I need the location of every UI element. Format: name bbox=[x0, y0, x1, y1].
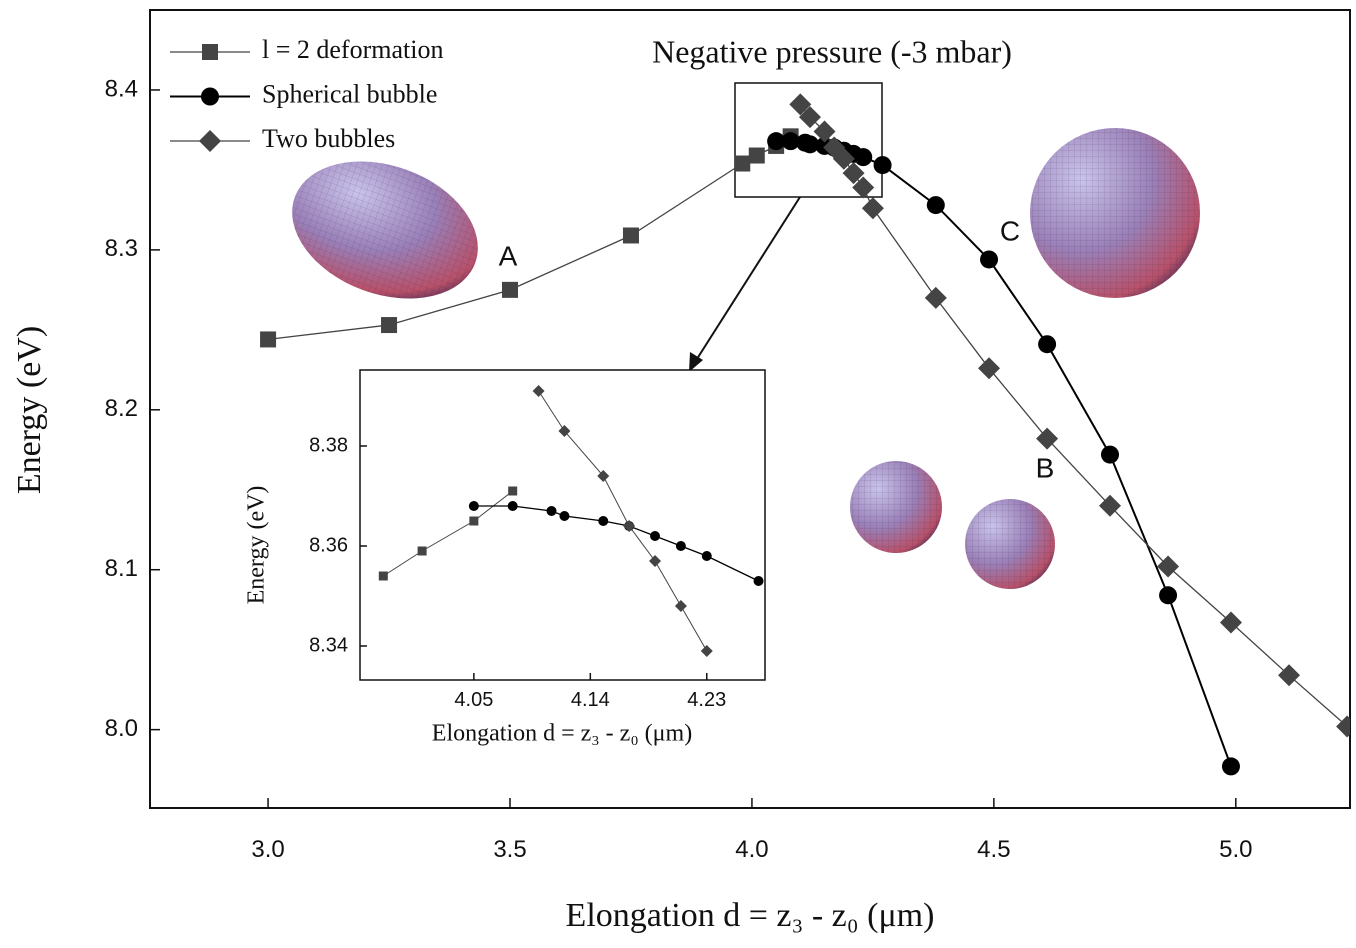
square-marker bbox=[260, 331, 277, 348]
legend-marker bbox=[199, 130, 221, 152]
diamond-marker bbox=[861, 197, 884, 220]
arrow-head bbox=[689, 352, 703, 372]
circle-marker bbox=[468, 501, 479, 511]
legend-label: Spherical bubble bbox=[262, 79, 437, 108]
inset-y-axis-label: Energy (eV) bbox=[244, 486, 270, 605]
x-tick-label: 4.14 bbox=[571, 689, 610, 711]
y-tick-label: 8.38 bbox=[309, 434, 348, 456]
circle-marker bbox=[854, 148, 873, 167]
series-line bbox=[799, 104, 1348, 727]
circle-marker bbox=[781, 132, 800, 151]
annotation: B bbox=[1036, 452, 1055, 483]
diamond-marker bbox=[558, 425, 571, 437]
square-marker bbox=[502, 281, 518, 298]
circle-marker bbox=[801, 135, 819, 154]
circle-marker bbox=[1038, 335, 1057, 354]
diamond-marker bbox=[623, 520, 636, 532]
inset-x-axis-label: Elongation d = z₃ - z₀ (μm) bbox=[432, 721, 692, 747]
circle-marker bbox=[873, 156, 892, 175]
sphere-b bbox=[850, 461, 1055, 589]
square-marker bbox=[417, 546, 427, 556]
y-tick-label: 8.1 bbox=[105, 555, 138, 582]
circle-marker bbox=[559, 511, 570, 521]
circle-marker bbox=[546, 506, 557, 516]
diamond-marker bbox=[649, 555, 662, 567]
diamond-marker bbox=[597, 470, 610, 482]
diamond-marker bbox=[813, 120, 836, 143]
diamond-marker bbox=[700, 645, 713, 657]
square-marker bbox=[508, 486, 518, 496]
y-tick-label: 8.4 bbox=[105, 75, 138, 102]
sphere-a bbox=[292, 161, 478, 299]
chart-title: Negative pressure (-3 mbar) bbox=[652, 33, 1012, 69]
diamond-marker bbox=[1336, 715, 1350, 738]
circle-marker bbox=[926, 196, 945, 215]
circle-marker bbox=[753, 576, 764, 586]
diamond-marker bbox=[1099, 494, 1121, 517]
main-frame bbox=[149, 9, 1351, 809]
x-tick-label: 4.5 bbox=[977, 836, 1010, 863]
diamond-marker bbox=[674, 600, 687, 612]
circle-marker bbox=[675, 541, 686, 551]
diamond-marker bbox=[1219, 611, 1242, 634]
circle-marker bbox=[1221, 757, 1240, 776]
x-axis-label: Elongation d = z₃ - z₀ (μm) bbox=[566, 897, 935, 934]
legend-marker bbox=[202, 44, 218, 60]
legend-label: l = 2 deformation bbox=[262, 35, 443, 64]
legend-label: Two bubbles bbox=[262, 124, 395, 153]
y-axis-label: Energy (eV) bbox=[11, 326, 48, 494]
diamond-marker bbox=[1278, 664, 1301, 687]
y-tick-label: 8.36 bbox=[309, 534, 348, 556]
circle-marker bbox=[650, 531, 661, 541]
square-marker bbox=[748, 147, 765, 164]
zoom-arrow bbox=[694, 196, 801, 363]
annotation: C bbox=[1000, 215, 1020, 246]
diamond-marker bbox=[832, 147, 855, 170]
square-marker bbox=[622, 227, 639, 244]
x-tick-label: 3.0 bbox=[251, 836, 284, 863]
y-tick-label: 8.3 bbox=[105, 235, 138, 262]
sphere-c bbox=[1030, 128, 1200, 298]
series-line bbox=[473, 505, 759, 582]
square-marker bbox=[381, 317, 398, 334]
square-marker bbox=[734, 155, 751, 172]
x-tick-label: 4.0 bbox=[735, 836, 768, 863]
circle-marker bbox=[767, 132, 786, 151]
diamond-marker bbox=[852, 176, 875, 199]
circle-marker bbox=[598, 516, 609, 526]
plot-area bbox=[378, 385, 764, 657]
x-tick-label: 4.05 bbox=[454, 689, 493, 711]
square-marker bbox=[469, 516, 479, 526]
y-tick-label: 8.2 bbox=[105, 395, 138, 422]
x-tick-label: 5.0 bbox=[1219, 836, 1252, 863]
zoom-box bbox=[734, 82, 883, 198]
legend-marker bbox=[201, 87, 219, 106]
x-tick-label: 3.5 bbox=[493, 836, 526, 863]
diamond-marker bbox=[532, 385, 545, 397]
annotation: A bbox=[499, 240, 518, 271]
plot-area bbox=[260, 93, 1350, 776]
y-tick-label: 8.0 bbox=[105, 715, 138, 742]
diamond-marker bbox=[799, 106, 821, 129]
diamond-marker bbox=[978, 357, 1001, 380]
circle-marker bbox=[1101, 445, 1119, 464]
y-tick-label: 8.34 bbox=[309, 634, 348, 656]
circle-marker bbox=[1159, 586, 1178, 605]
diamond-marker bbox=[924, 286, 947, 309]
diamond-marker bbox=[1157, 555, 1180, 578]
circle-marker bbox=[980, 250, 999, 269]
circle-marker bbox=[701, 551, 712, 561]
diamond-marker bbox=[842, 162, 865, 185]
square-marker bbox=[378, 571, 388, 581]
circle-marker bbox=[507, 501, 518, 511]
inset-frame bbox=[359, 369, 766, 681]
diamond-marker bbox=[789, 93, 812, 116]
x-tick-label: 4.23 bbox=[687, 689, 726, 711]
diamond-marker bbox=[1036, 427, 1059, 450]
